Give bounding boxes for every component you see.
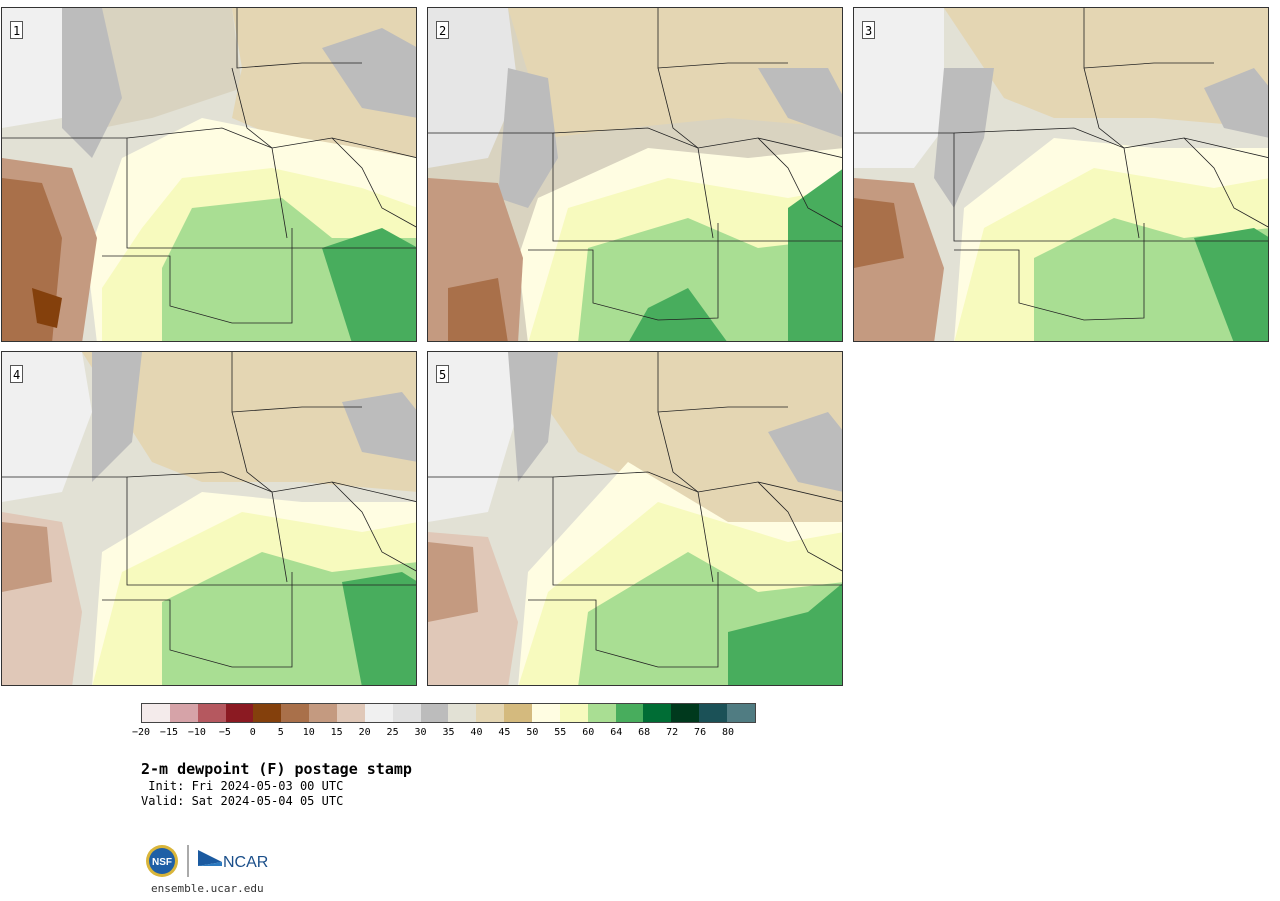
colorbar-tick-label: 55 <box>554 727 567 738</box>
colorbar-tick-label: 30 <box>414 727 427 738</box>
colorbar-swatch <box>727 704 755 722</box>
map-panel-4: 4 <box>1 351 417 686</box>
colorbar <box>141 703 756 723</box>
colorbar-swatch <box>532 704 560 722</box>
colorbar-tick-label: −5 <box>218 727 231 738</box>
colorbar-tick-label: 40 <box>470 727 483 738</box>
colorbar-swatch <box>225 704 254 722</box>
panel-label: 2 <box>436 21 450 39</box>
colorbar-swatch <box>476 704 505 722</box>
colorbar-swatch <box>559 704 588 722</box>
valid-time: Valid: Sat 2024-05-04 05 UTC <box>141 794 344 808</box>
colorbar-tick-label: −10 <box>187 727 206 738</box>
colorbar-tick-label: −20 <box>131 727 151 738</box>
colorbar-tick-label: 25 <box>386 727 399 738</box>
website-url: ensemble.ucar.edu <box>151 882 264 895</box>
dewpoint-map-5 <box>428 352 842 685</box>
colorbar-swatch <box>504 704 533 722</box>
colorbar-tick-label: 68 <box>638 727 651 738</box>
colorbar-tick-label: 0 <box>249 727 256 738</box>
colorbar-swatch <box>253 704 282 722</box>
colorbar-tick-label: 45 <box>498 727 511 738</box>
colorbar-swatch <box>448 704 477 722</box>
nsf-ncar-logo: NSF NCAR <box>146 845 268 877</box>
colorbar-swatch <box>337 704 365 722</box>
colorbar-swatch <box>281 704 310 722</box>
colorbar-swatch <box>671 704 700 722</box>
map-panel-5: 5 <box>427 351 843 686</box>
colorbar-tick-label: 5 <box>277 727 284 738</box>
map-panel-1: 1 <box>1 7 417 342</box>
panel-label: 5 <box>436 365 450 383</box>
dewpoint-map-1 <box>2 8 416 341</box>
colorbar-tick-label: 15 <box>330 727 343 738</box>
colorbar-swatch <box>169 704 198 722</box>
map-title: 2-m dewpoint (F) postage stamp <box>141 760 412 778</box>
panel-label: 3 <box>862 21 876 39</box>
map-panel-3: 3 <box>853 7 1269 342</box>
colorbar-tick-label: 60 <box>582 727 595 738</box>
colorbar-tick-label: 64 <box>610 727 623 738</box>
colorbar-swatch <box>420 704 449 722</box>
dewpoint-map-3 <box>854 8 1268 341</box>
colorbar-tick-label: 35 <box>442 727 455 738</box>
colorbar-swatch <box>615 704 644 722</box>
colorbar-tick-label: 72 <box>666 727 679 738</box>
colorbar-tick-label: 50 <box>526 727 539 738</box>
colorbar-swatch <box>643 704 672 722</box>
map-panel-2: 2 <box>427 7 843 342</box>
init-time: Init: Fri 2024-05-03 00 UTC <box>141 779 344 793</box>
panel-label: 1 <box>10 21 24 39</box>
dewpoint-map-2 <box>428 8 842 341</box>
colorbar-ticks: −20 −15 −10 −5 0 5 10 15 20 25 30 35 40 45 50 55 60 64 68 7… <box>132 727 756 743</box>
ncar-logo-text: NCAR <box>223 854 268 871</box>
logos: NSF NCAR <box>144 842 284 882</box>
panel-label: 4 <box>10 365 24 383</box>
colorbar-swatch <box>309 704 338 722</box>
colorbar-swatch <box>197 704 226 722</box>
colorbar-tick-label: 80 <box>722 727 735 738</box>
colorbar-swatch <box>364 704 393 722</box>
colorbar-tick-label: −15 <box>159 727 178 738</box>
dewpoint-map-4 <box>2 352 416 685</box>
nsf-logo-text: NSF <box>152 857 172 868</box>
colorbar-swatch <box>699 704 728 722</box>
colorbar-tick-label: 20 <box>358 727 371 738</box>
colorbar-swatch <box>392 704 421 722</box>
colorbar-swatch <box>142 704 170 722</box>
colorbar-swatch <box>587 704 616 722</box>
colorbar-tick-label: 76 <box>694 727 707 738</box>
colorbar-tick-label: 10 <box>302 727 315 738</box>
